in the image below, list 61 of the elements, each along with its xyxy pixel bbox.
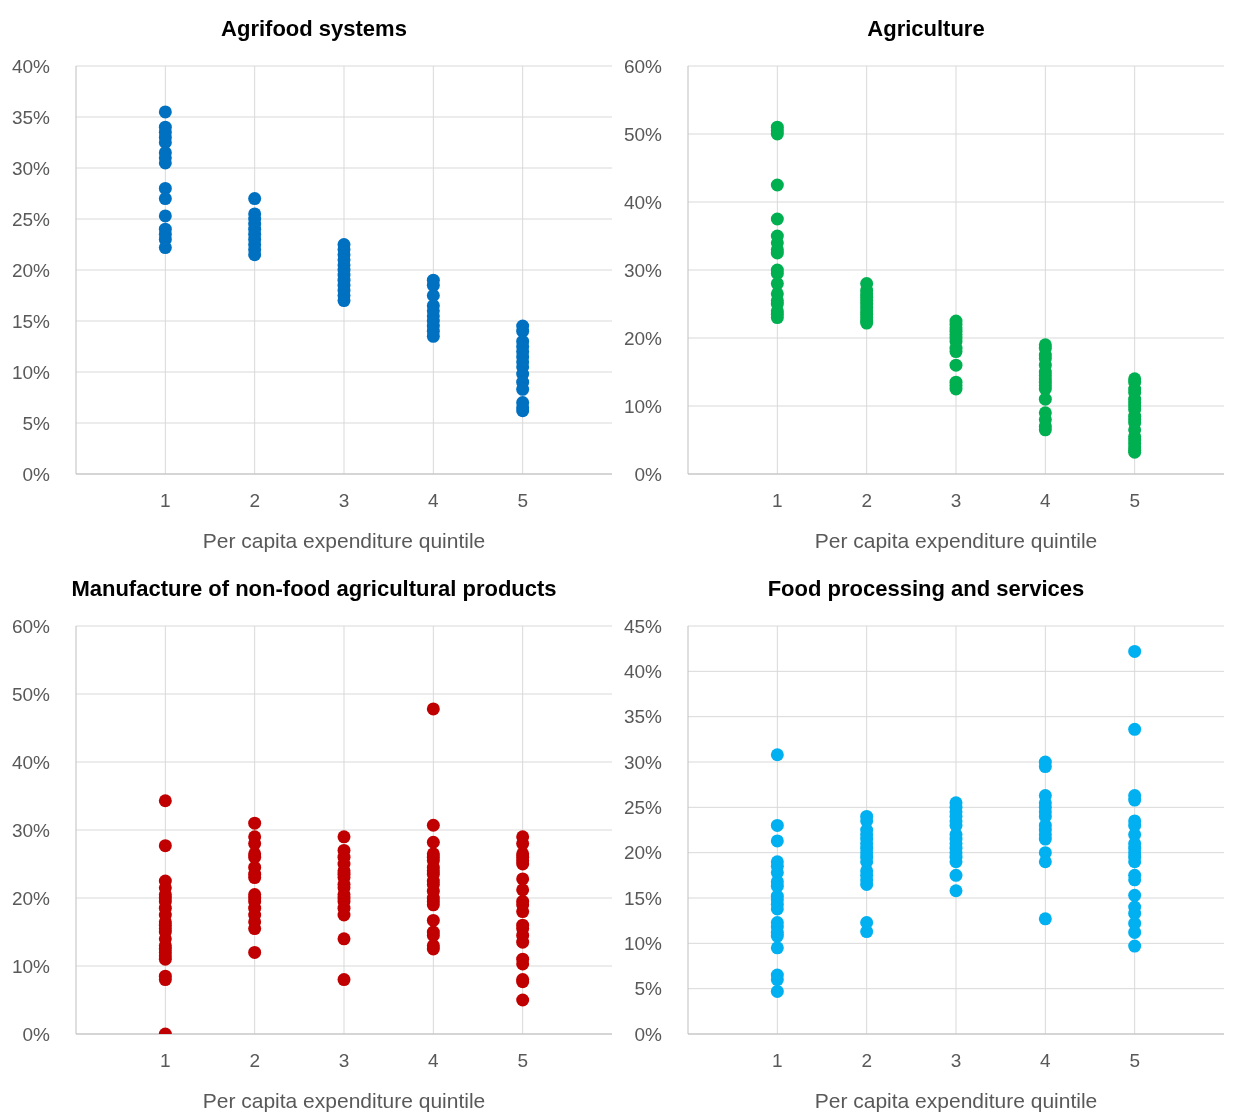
x-tick-label: 3 [338, 490, 350, 512]
chart-title: Agriculture [866, 15, 986, 43]
x-tick-label: 5 [1129, 490, 1140, 512]
y-tick-label: 10% [623, 395, 663, 417]
x-tick-label: 2 [249, 1050, 260, 1072]
y-tick-label: 60% [11, 615, 51, 637]
y-tick-label: 40% [623, 661, 663, 683]
y-tick-label: 20% [623, 842, 663, 864]
y-tick-label: 20% [11, 259, 51, 281]
x-tick-label: 4 [428, 490, 440, 512]
y-tick-label: 35% [623, 706, 663, 728]
x-tick-label: 2 [249, 490, 260, 512]
chart-title: Agrifood systems [220, 15, 408, 43]
x-tick-label: 5 [1129, 1050, 1140, 1072]
y-tick-label: 10% [11, 361, 51, 383]
chart-title: Food processing and services [766, 575, 1086, 603]
x-axis-title: Per capita expenditure quintile [202, 1089, 486, 1112]
x-tick-label: 2 [861, 490, 872, 512]
y-tick-label: 10% [623, 933, 663, 955]
x-tick-label: 1 [160, 490, 171, 512]
x-axis-title: Per capita expenditure quintile [814, 529, 1098, 552]
x-tick-label: 1 [772, 1050, 783, 1072]
y-tick-label: 30% [623, 751, 663, 773]
x-tick-label: 2 [861, 1050, 872, 1072]
y-tick-label: 30% [11, 157, 51, 179]
y-tick-label: 0% [634, 463, 663, 485]
y-tick-label: 60% [623, 55, 663, 77]
y-tick-label: 15% [11, 310, 51, 332]
x-tick-label: 5 [517, 490, 528, 512]
x-tick-label: 4 [428, 1050, 440, 1072]
y-tick-label: 5% [22, 412, 51, 434]
y-tick-label: 40% [11, 751, 51, 773]
y-tick-label: 10% [11, 955, 51, 977]
x-axis-title: Per capita expenditure quintile [814, 1089, 1098, 1112]
y-tick-label: 35% [11, 106, 51, 128]
x-tick-label: 1 [772, 490, 783, 512]
y-tick-label: 20% [11, 887, 51, 909]
y-tick-label: 15% [623, 887, 663, 909]
chart-title: Manufacture of non-food agricultural products [70, 575, 558, 603]
y-tick-label: 5% [634, 978, 663, 1000]
x-tick-label: 3 [950, 1050, 962, 1072]
y-tick-label: 0% [22, 463, 51, 485]
y-tick-label: 40% [623, 191, 663, 213]
x-tick-label: 4 [1040, 1050, 1052, 1072]
y-tick-label: 40% [11, 55, 51, 77]
y-tick-label: 25% [11, 208, 51, 230]
y-tick-label: 30% [11, 819, 51, 841]
y-tick-label: 30% [623, 259, 663, 281]
x-tick-label: 1 [160, 1050, 171, 1072]
y-tick-label: 0% [22, 1023, 51, 1045]
x-tick-label: 5 [517, 1050, 528, 1072]
x-tick-label: 4 [1040, 490, 1052, 512]
x-tick-label: 3 [338, 1050, 350, 1072]
y-tick-label: 0% [634, 1023, 663, 1045]
y-tick-label: 50% [11, 683, 51, 705]
y-tick-label: 25% [623, 797, 663, 819]
y-tick-label: 45% [623, 615, 663, 637]
x-axis-title: Per capita expenditure quintile [202, 529, 486, 552]
y-tick-label: 50% [623, 123, 663, 145]
x-tick-label: 3 [950, 490, 962, 512]
y-tick-label: 20% [623, 327, 663, 349]
